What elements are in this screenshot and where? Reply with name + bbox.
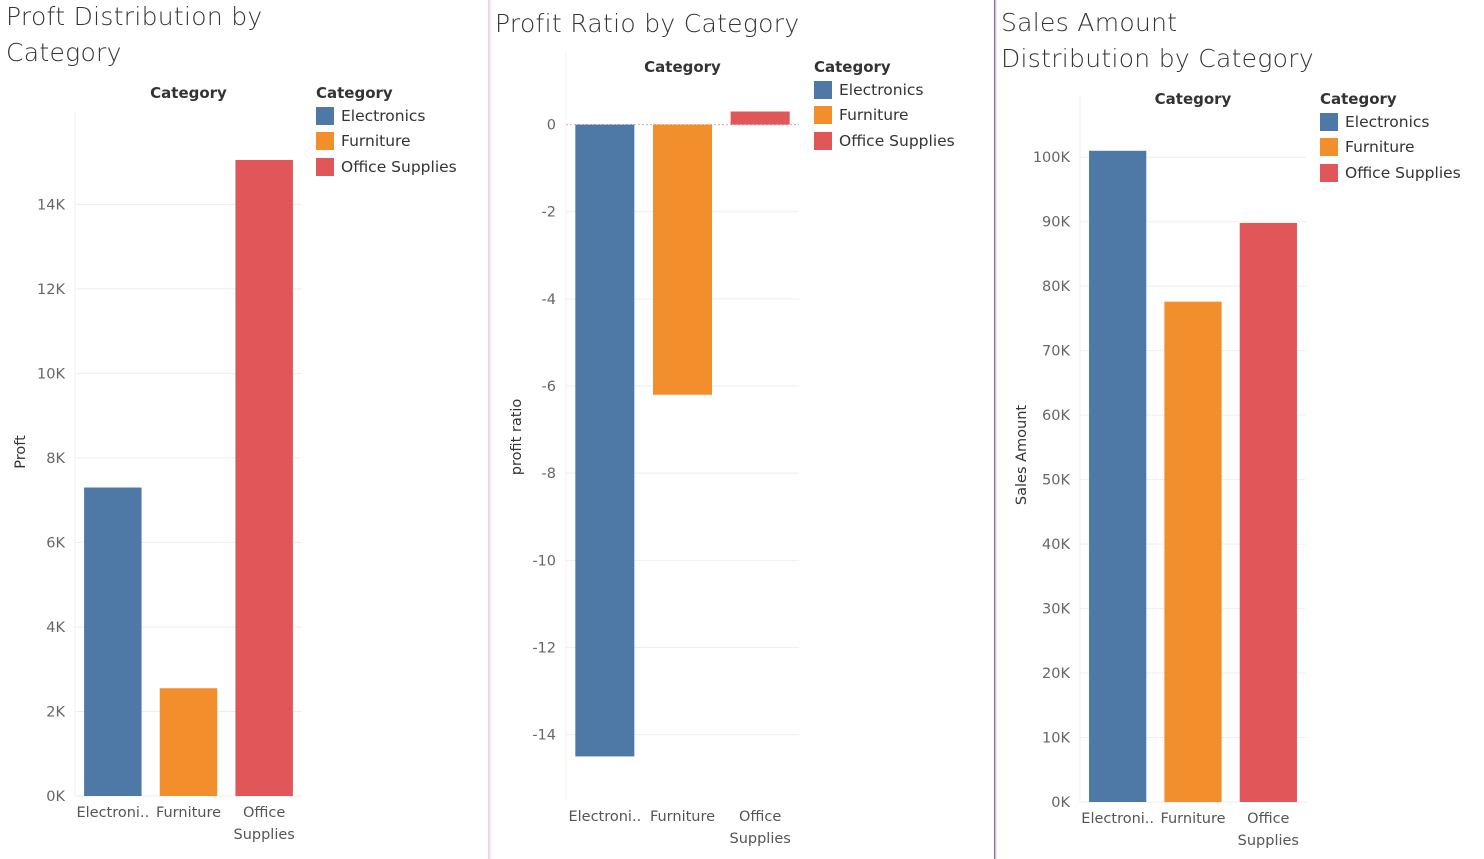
y-tick-label: 80K [1042, 279, 1070, 295]
x-tick-label: Furniture [156, 805, 221, 821]
legend-label: Office Supplies [341, 157, 457, 176]
x-tick-label: Office [243, 805, 285, 821]
bar-electronics [575, 124, 635, 757]
y-axis-label: Proft [13, 435, 29, 469]
legend-swatch [316, 157, 334, 176]
profit-chart: Category 0K 2K 4K 6K 8K 10K 12K 14K Proft Electron… [13, 84, 302, 843]
panel-divider [488, 0, 492, 859]
legend-label: Office Supplies [839, 131, 955, 150]
legend-item-electronics[interactable]: Electronics [814, 77, 955, 103]
legend-swatch [316, 132, 334, 151]
y-tick-label: -8 [542, 466, 556, 482]
legend-label: Electronics [341, 106, 426, 125]
bar-office-supplies [235, 160, 293, 797]
y-tick-label: -12 [532, 640, 556, 656]
legend-label: Furniture [1345, 138, 1415, 157]
y-tick-label: 8K [46, 451, 65, 467]
chart-panel-profit-ratio: Profit Ratio by Category Category 0 -2 -4 -6… [493, 0, 995, 859]
x-tick-label: Supplies [233, 827, 294, 843]
x-tick-label: Electroni.. [1081, 811, 1154, 827]
legend-label: Electronics [839, 80, 924, 99]
legend-title: Category [316, 84, 393, 102]
legend-title: Category [814, 58, 891, 76]
y-tick-label: -4 [542, 292, 556, 308]
legend: Category Electronics Furniture Office Su… [316, 83, 457, 180]
bar-electronics [1089, 150, 1147, 803]
x-tick-label: Supplies [1238, 833, 1299, 849]
column-header: Category [644, 58, 721, 76]
bar-office-supplies [730, 111, 790, 125]
y-tick-label: 20K [1042, 666, 1070, 682]
chart-panel-profit: Proft Distribution by Category Category 0… [0, 0, 488, 859]
y-tick-label: 6K [46, 535, 65, 551]
legend: Category Electronics Furniture Office Su… [1320, 89, 1461, 186]
y-tick-label: -10 [532, 553, 556, 569]
legend-item-electronics[interactable]: Electronics [316, 103, 457, 129]
panel-divider [994, 0, 997, 859]
legend-item-furniture[interactable]: Furniture [814, 103, 955, 129]
bar-furniture [652, 124, 713, 395]
legend-title: Category [1320, 90, 1397, 108]
y-tick-label: 30K [1042, 602, 1070, 618]
legend-swatch [1320, 138, 1338, 157]
legend-item-office-supplies[interactable]: Office Supplies [814, 128, 955, 154]
legend-swatch [1320, 163, 1338, 182]
legend-swatch [316, 106, 334, 125]
y-tick-label: 10K [37, 366, 65, 382]
legend-item-furniture[interactable]: Furniture [316, 129, 457, 155]
legend-swatch [814, 131, 832, 150]
legend: Category Electronics Furniture Office Su… [814, 57, 955, 154]
chart-panel-sales: Sales Amount Distribution by Category Ca… [998, 0, 1484, 859]
x-tick-label: Electroni.. [568, 809, 641, 825]
legend-item-office-supplies[interactable]: Office Supplies [1320, 160, 1461, 186]
legend-item-office-supplies[interactable]: Office Supplies [316, 154, 457, 180]
column-header: Category [1155, 90, 1232, 108]
legend-swatch [1320, 112, 1338, 131]
y-tick-label: -14 [532, 728, 556, 744]
y-tick-label: 40K [1042, 537, 1070, 553]
chart-title: Profit Ratio by Category [495, 9, 800, 38]
legend-label: Furniture [341, 132, 411, 151]
y-tick-label: 2K [46, 704, 65, 720]
legend-swatch [814, 80, 832, 99]
chart-title: Proft Distribution by Category [6, 2, 263, 67]
legend-label: Office Supplies [1345, 163, 1461, 182]
y-axis-label: Sales Amount [1014, 405, 1030, 505]
legend-item-furniture[interactable]: Furniture [1320, 135, 1461, 161]
y-tick-label: 10K [1042, 731, 1070, 747]
y-axis-label: profit ratio [509, 399, 525, 476]
legend-item-electronics[interactable]: Electronics [1320, 109, 1461, 135]
legend-label: Electronics [1345, 112, 1430, 131]
y-tick-label: 70K [1042, 344, 1070, 360]
y-tick-label: 0K [46, 789, 65, 805]
y-tick-label: 14K [37, 197, 65, 213]
chart-title: Sales Amount Distribution by Category [1001, 8, 1314, 73]
legend-swatch [814, 106, 832, 125]
bar-electronics [84, 487, 142, 796]
y-tick-label: 60K [1042, 408, 1070, 424]
y-tick-label: 90K [1042, 215, 1070, 231]
x-tick-label: Furniture [650, 809, 715, 825]
y-tick-label: 12K [37, 282, 65, 298]
y-tick-label: 0K [1051, 795, 1070, 811]
column-header: Category [150, 84, 227, 102]
x-tick-label: Electroni.. [76, 805, 149, 821]
sales-amount-chart: Category 0K 10K 20K 30K 40K 50K 60K 70K 80K 90K 100… [1014, 90, 1306, 849]
x-tick-label: Office [739, 809, 781, 825]
y-tick-label: 4K [46, 620, 65, 636]
y-tick-label: -6 [542, 379, 556, 395]
x-tick-label: Supplies [729, 831, 790, 847]
bar-furniture [1164, 301, 1222, 802]
y-tick-label: 0 [547, 118, 556, 134]
y-tick-label: -2 [542, 205, 556, 221]
y-tick-label: 50K [1042, 473, 1070, 489]
x-tick-label: Office [1247, 811, 1289, 827]
bar-office-supplies [1239, 223, 1297, 803]
profit-ratio-chart: Category 0 -2 -4 -6 -8 -10 -12 -14 profit ratio El… [509, 51, 799, 847]
legend-label: Furniture [839, 106, 909, 125]
bar-furniture [159, 688, 218, 796]
y-tick-label: 100K [1033, 150, 1071, 166]
x-tick-label: Furniture [1160, 811, 1225, 827]
